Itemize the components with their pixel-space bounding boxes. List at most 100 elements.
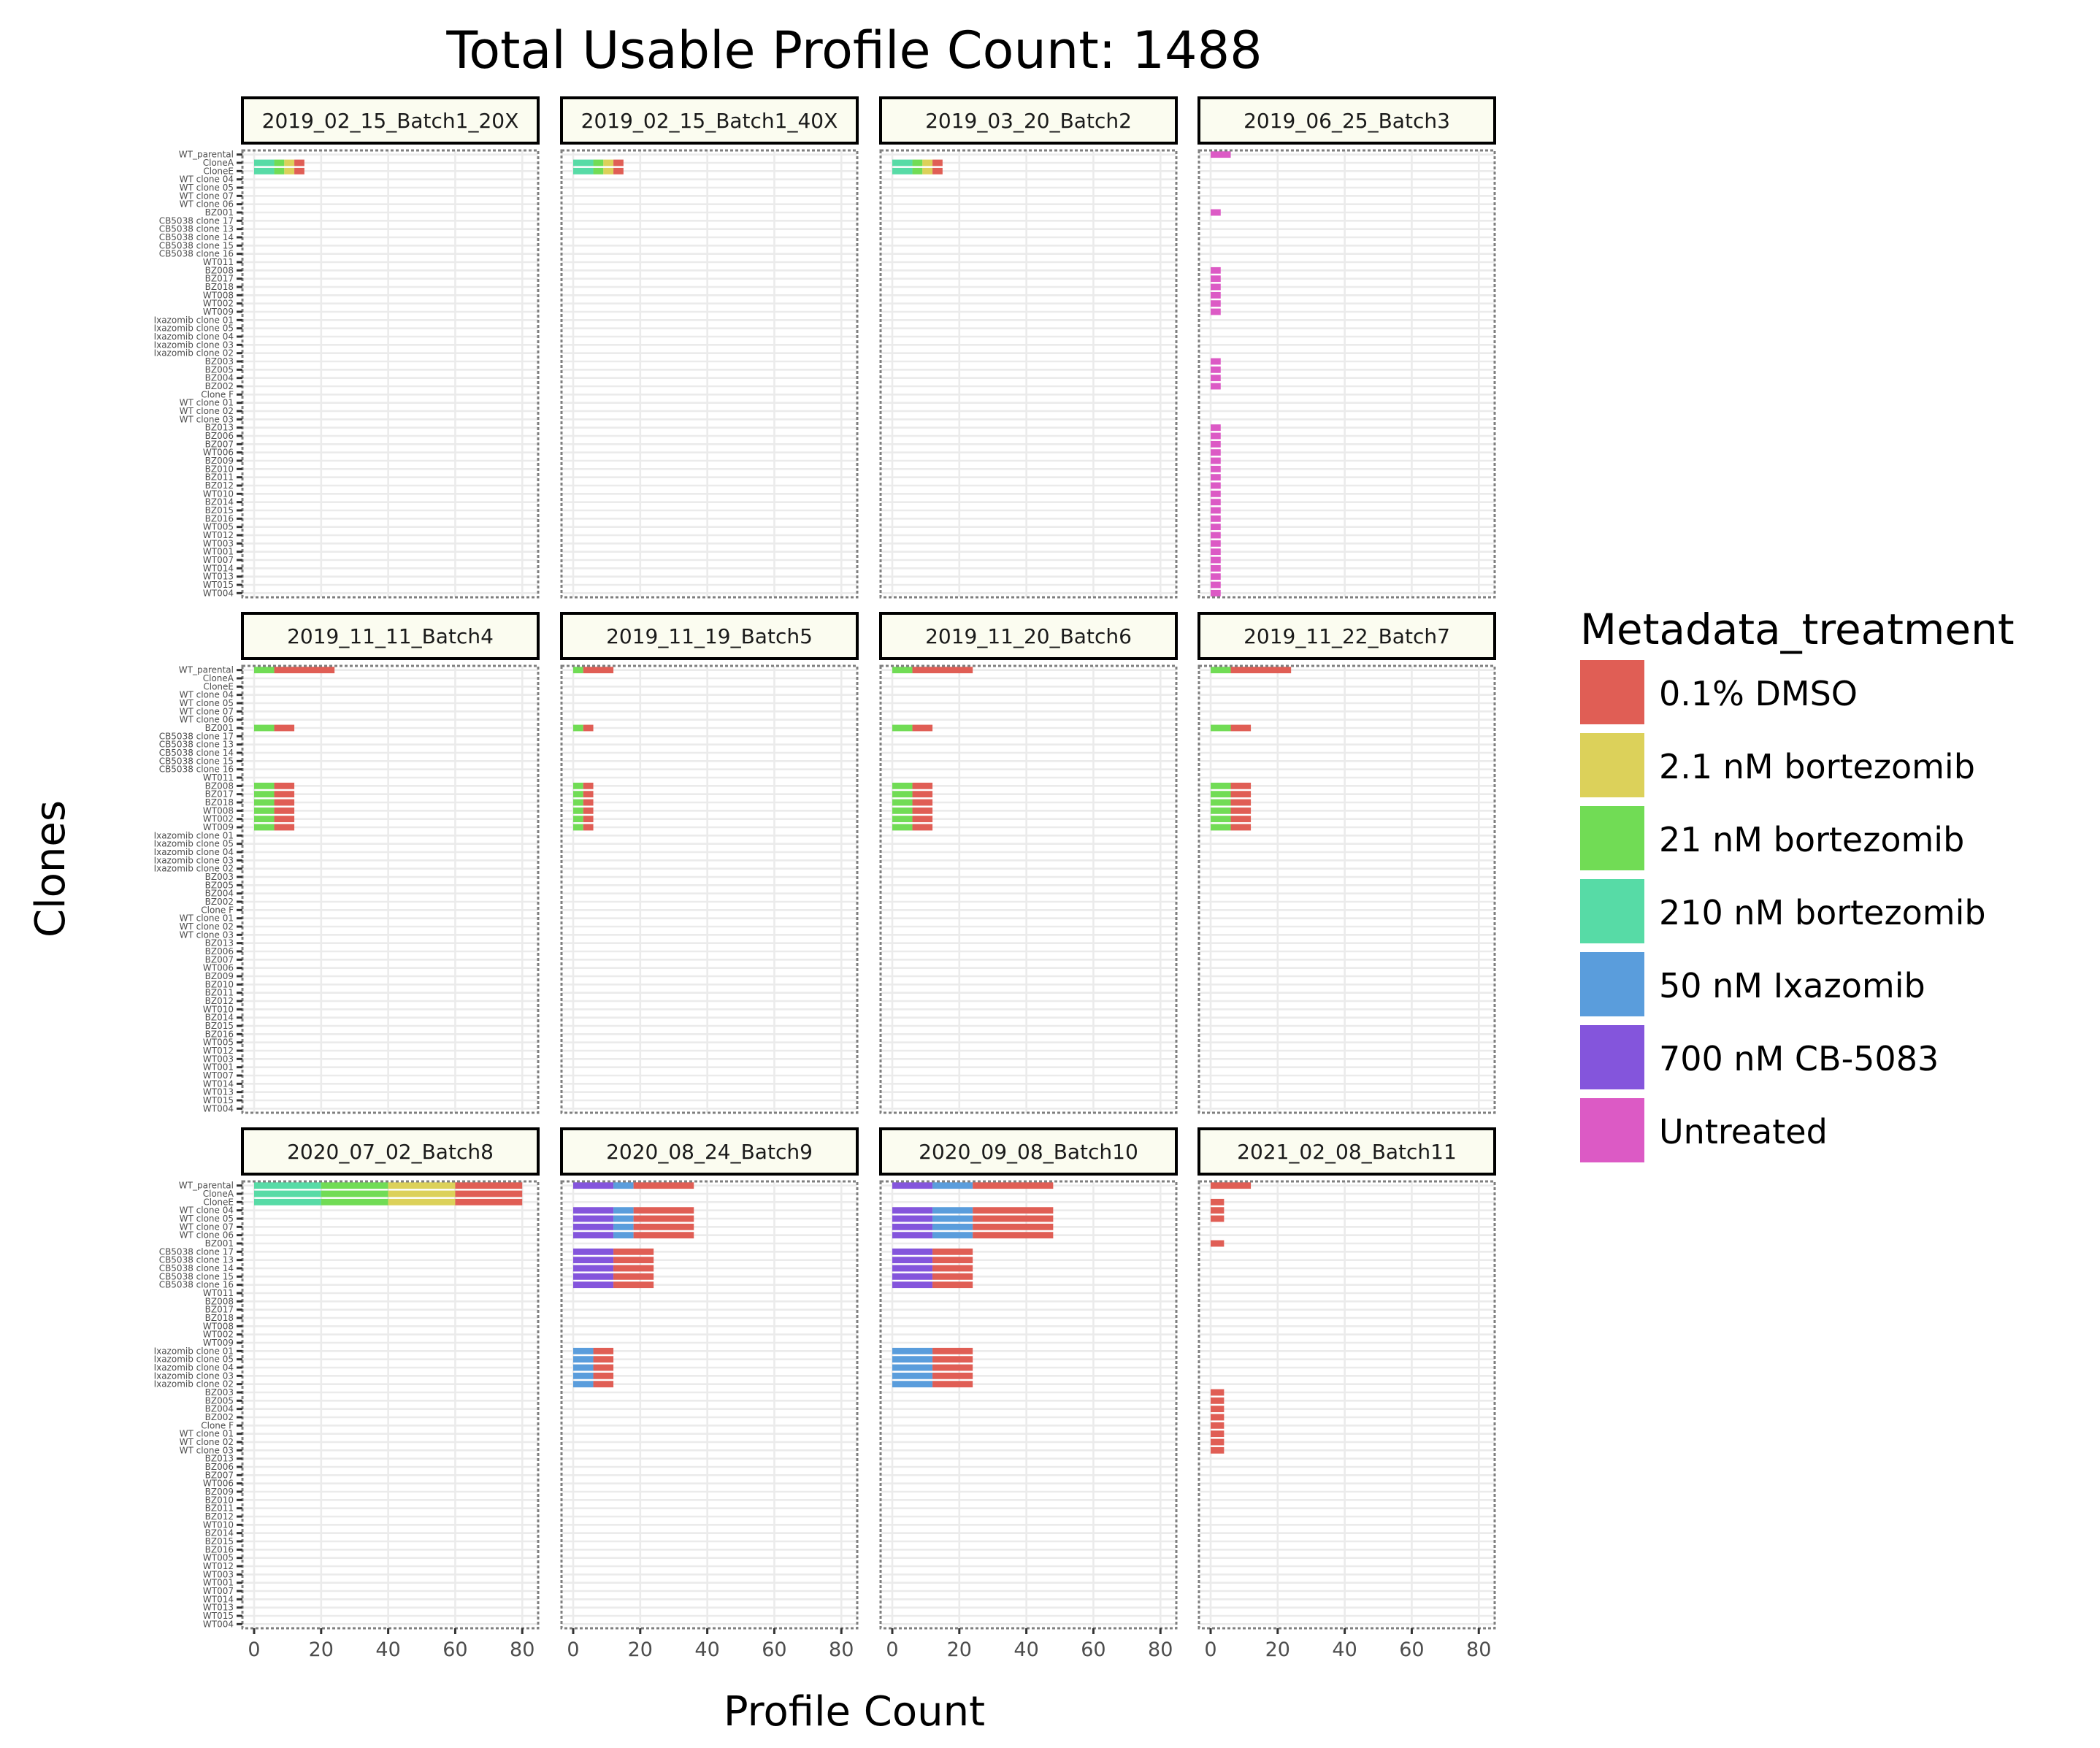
bar-segment xyxy=(892,1372,933,1379)
y-tick-label: CB5038 clone 14 xyxy=(159,1263,234,1273)
y-tick-label: CB5038 clone 17 xyxy=(159,731,234,741)
bar-segment xyxy=(321,1190,388,1197)
bar-segment xyxy=(1211,275,1221,283)
bar-segment xyxy=(1211,457,1221,464)
bar-segment xyxy=(1211,532,1221,539)
bar-segment xyxy=(1211,589,1221,597)
panel-border xyxy=(560,664,859,1114)
y-tick-label: BZ003 xyxy=(205,1387,234,1398)
panel-background xyxy=(562,150,857,597)
bar-segment xyxy=(1211,440,1221,448)
bar-segment xyxy=(294,159,304,166)
bar-segment xyxy=(573,1347,594,1354)
bar-segment xyxy=(892,1364,933,1371)
bar-segment xyxy=(1211,151,1231,158)
bar-segment xyxy=(912,724,933,732)
x-tick-label: 80 xyxy=(829,1638,854,1661)
y-tick-label: WT007 xyxy=(203,555,234,565)
y-tick-label: Ixazomib clone 02 xyxy=(154,864,234,874)
bar-segment xyxy=(274,782,295,789)
bar-segment xyxy=(613,1182,634,1189)
y-tick-label: Ixazomib clone 04 xyxy=(154,1362,234,1373)
bar-segment xyxy=(254,824,275,831)
bar-segment xyxy=(254,816,275,823)
bar-segment xyxy=(1211,308,1221,315)
bar-segment xyxy=(973,1207,1054,1214)
bar-segment xyxy=(932,1248,973,1255)
bar-segment xyxy=(573,807,583,814)
bar-segment xyxy=(1211,540,1221,547)
y-tick-label: Ixazomib clone 02 xyxy=(154,348,234,359)
y-tick-label: WT008 xyxy=(203,1321,234,1331)
panel-background xyxy=(1199,150,1495,597)
y-tick-label: CB5038 clone 13 xyxy=(159,1255,234,1265)
x-tick-label: 40 xyxy=(1332,1638,1357,1661)
y-tick-label: WT014 xyxy=(203,1078,234,1089)
y-tick-label: BZ005 xyxy=(205,1395,234,1406)
bar-segment xyxy=(583,816,594,823)
bar-segment xyxy=(633,1232,694,1239)
bar-segment xyxy=(573,782,583,789)
bar-segment xyxy=(892,799,913,806)
bar-segment xyxy=(284,167,295,175)
bar-segment xyxy=(932,1356,973,1363)
y-tick-label: CB5038 clone 17 xyxy=(159,215,234,226)
bar-segment xyxy=(455,1198,523,1205)
bar-segment xyxy=(593,1364,614,1371)
y-tick-label: BZ005 xyxy=(205,364,234,375)
facet-panel: 2019_03_20_Batch2 xyxy=(879,96,1178,599)
bar-segment xyxy=(573,791,583,798)
y-tick-label: WT008 xyxy=(203,290,234,300)
y-tick-label: BZ001 xyxy=(205,207,234,218)
facet-strip xyxy=(1197,1127,1496,1176)
y-tick-label: WT009 xyxy=(203,1338,234,1348)
bar-segment xyxy=(1211,816,1231,823)
bar-segment xyxy=(1211,375,1221,382)
legend-label: 2.1 nM bortezomib xyxy=(1659,747,1975,786)
bar-segment xyxy=(573,167,594,175)
bar-segment xyxy=(573,1232,614,1239)
facet-panel: 2019_02_15_Batch1_20XWT_parentalCloneACl… xyxy=(154,96,540,599)
bar-segment xyxy=(274,807,295,814)
y-tick-label: WT001 xyxy=(203,1062,234,1073)
bar-segment xyxy=(613,1215,634,1222)
bar-segment xyxy=(254,159,275,166)
y-tick-label: BZ010 xyxy=(205,464,234,474)
y-tick-label: BZ004 xyxy=(205,373,234,383)
bar-segment xyxy=(892,1281,933,1289)
legend-swatch xyxy=(1580,879,1644,943)
bar-segment xyxy=(573,1356,594,1363)
bar-segment xyxy=(892,1381,933,1388)
bar-segment xyxy=(1211,1240,1225,1247)
y-tick-label: BZ003 xyxy=(205,356,234,367)
y-tick-label: CB5038 clone 15 xyxy=(159,240,234,250)
bar-segment xyxy=(1211,1446,1225,1454)
bar-segment xyxy=(892,1232,933,1239)
y-tick-label: WT008 xyxy=(203,805,234,816)
y-tick-label: BZ014 xyxy=(205,1013,234,1023)
bar-segment xyxy=(254,1198,321,1205)
y-tick-label: BZ014 xyxy=(205,497,234,507)
legend: Metadata_treatment 0.1% DMSO 2.1 nM borte… xyxy=(1580,605,2015,1162)
bar-segment xyxy=(573,1381,594,1388)
y-tick-label: WT002 xyxy=(203,299,234,309)
panel-background xyxy=(881,150,1176,597)
bar-segment xyxy=(932,1372,973,1379)
bar-segment xyxy=(388,1190,456,1197)
y-tick-label: Ixazomib clone 04 xyxy=(154,331,234,342)
bar-segment xyxy=(1230,824,1252,831)
y-tick-label: WT005 xyxy=(203,522,234,532)
bar-segment xyxy=(1211,1215,1225,1222)
y-tick-label: BZ015 xyxy=(205,505,234,515)
x-tick-label: 0 xyxy=(1204,1638,1216,1661)
facet-strip-label: 2020_07_02_Batch8 xyxy=(287,1140,494,1164)
facet-strip xyxy=(879,612,1178,660)
y-tick-label: WT009 xyxy=(203,822,234,832)
panel-background xyxy=(242,150,538,597)
bar-segment xyxy=(573,1223,614,1230)
panel-background xyxy=(1199,1181,1495,1628)
bar-segment xyxy=(1211,1406,1225,1413)
y-tick-label: BZ016 xyxy=(205,513,234,524)
bar-segment xyxy=(932,1273,973,1280)
y-tick-label: WT clone 04 xyxy=(180,1205,234,1216)
